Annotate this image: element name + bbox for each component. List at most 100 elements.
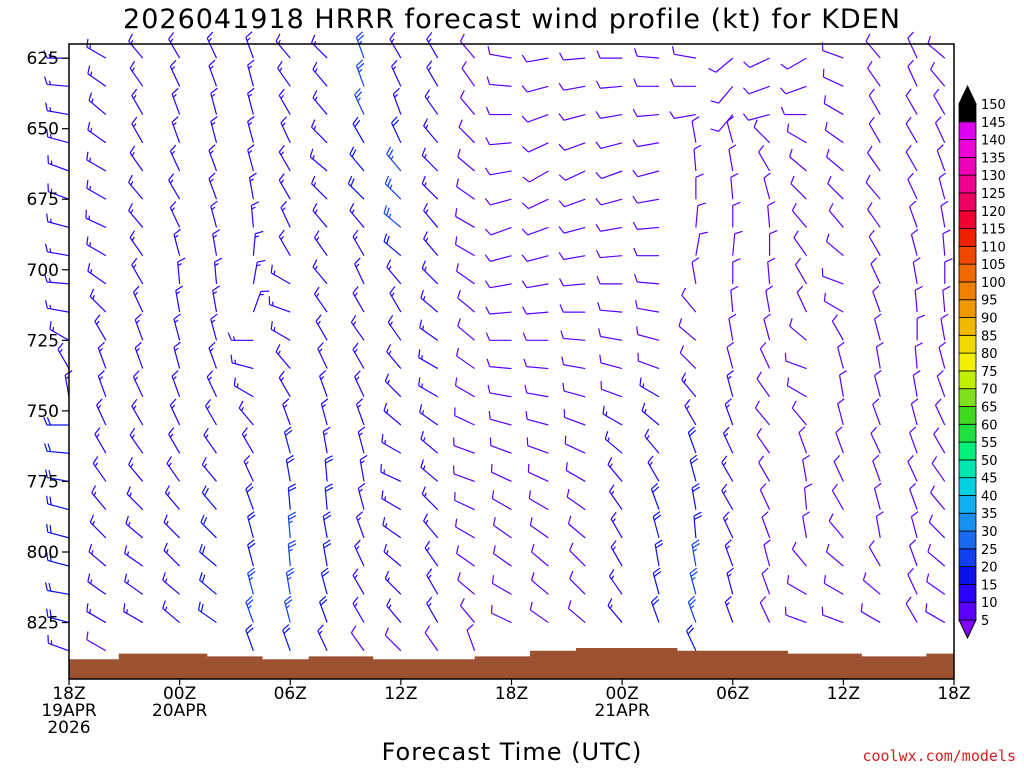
wind-barb [322, 539, 332, 567]
wind-barb-feather [710, 100, 719, 104]
wind-barb [632, 139, 660, 148]
wind-barb-feather [876, 511, 884, 517]
wind-barb-feather [320, 376, 325, 380]
wind-barb-shaft [391, 122, 402, 144]
wind-barb [458, 119, 476, 144]
wind-barb-feather [727, 375, 732, 380]
wind-barb-shaft [319, 601, 328, 623]
wind-barb [558, 252, 586, 261]
colorbar-label: 25 [981, 543, 998, 558]
wind-barb-shaft [748, 113, 770, 121]
wind-barb-shaft [761, 517, 771, 539]
wind-barb-feather [687, 627, 695, 635]
wind-barb-feather [234, 359, 237, 364]
colorbar-cell [958, 423, 977, 443]
wind-barb [387, 315, 402, 341]
wind-barb-shaft [684, 405, 697, 426]
wind-barb-shaft [652, 516, 660, 539]
wind-barb-shaft [389, 38, 402, 59]
wind-barb-feather [786, 123, 790, 132]
wind-barb [872, 398, 881, 426]
wind-barb [357, 482, 366, 510]
colorbar-label: 125 [981, 187, 1006, 202]
wind-barb-feather [134, 313, 142, 321]
wind-barb-shaft [461, 67, 476, 87]
wind-barb-shaft [787, 131, 807, 144]
wind-barb [610, 511, 623, 539]
wind-barb [909, 426, 918, 454]
wind-barb-feather [89, 242, 91, 247]
wind-barb-shaft [726, 572, 734, 595]
wind-barb [938, 341, 947, 369]
wind-barb-shaft [872, 404, 881, 426]
wind-barb [47, 183, 70, 200]
wind-barb [595, 141, 623, 150]
wind-barb-feather [936, 144, 944, 151]
wind-barb-feather [384, 627, 390, 636]
wind-barb [171, 370, 181, 397]
wind-barb [349, 202, 365, 228]
wind-barb-shaft [350, 632, 365, 652]
wind-barb-feather [485, 137, 491, 145]
wind-barb-feather [595, 172, 602, 179]
wind-barb [132, 370, 144, 398]
wind-barb [424, 89, 439, 115]
wind-barb-feather [209, 178, 214, 183]
wind-barb [828, 513, 844, 539]
wind-barb [324, 483, 334, 510]
wind-barb [201, 456, 217, 482]
wind-barb-feather [419, 319, 423, 328]
wind-barb-shaft [931, 463, 946, 482]
wind-barb [767, 201, 776, 228]
wind-barb-feather [486, 76, 491, 85]
wind-barb [559, 304, 586, 313]
wind-barb [384, 373, 402, 398]
wind-barb [419, 319, 439, 341]
wind-barb [46, 608, 70, 624]
wind-barb-feather [724, 539, 732, 546]
wind-barb [125, 515, 144, 539]
wind-barb-shaft [907, 461, 918, 482]
x-tick-label: 00Z [163, 684, 196, 704]
wind-barb-shaft [457, 579, 476, 595]
wind-barb [595, 249, 623, 259]
wind-barb [85, 209, 107, 228]
wind-barb-feather [669, 111, 675, 119]
wind-barb [930, 61, 946, 87]
wind-barb-feather [558, 278, 564, 287]
wind-barb-feather [48, 278, 52, 283]
wind-barb-feather [96, 398, 103, 406]
wind-barb [389, 286, 402, 313]
wind-barb-feather [388, 350, 392, 355]
wind-barb [238, 400, 254, 426]
wind-barb [199, 572, 217, 595]
wind-barb-feather [732, 258, 741, 263]
colorbar-label: 110 [981, 240, 1006, 255]
wind-barb [201, 485, 217, 511]
wind-barb [633, 78, 659, 87]
wind-barb [763, 172, 771, 200]
wind-barb [134, 313, 144, 341]
wind-barb-shaft [386, 605, 402, 623]
wind-barb [691, 483, 700, 510]
wind-barb [916, 314, 926, 341]
wind-barb-feather [796, 285, 804, 293]
wind-barb [44, 273, 70, 285]
wind-barb-feather [212, 234, 218, 238]
wind-barb-feather [726, 116, 734, 123]
wind-barb-feather [426, 596, 433, 604]
wind-barb [794, 257, 808, 285]
wind-barb-shaft [872, 291, 881, 313]
wind-barb [87, 121, 107, 144]
wind-barb-shaft [311, 126, 328, 144]
x-tick-label: 18Z [52, 684, 85, 704]
wind-barb-shaft [418, 357, 439, 370]
wind-barb [354, 370, 365, 398]
wind-barb-shaft [526, 85, 549, 93]
wind-barb [227, 332, 254, 341]
wind-barb-shaft [278, 236, 291, 256]
wind-barb [525, 411, 549, 426]
wind-barb [870, 257, 881, 285]
x-tick-label: 18Z [495, 684, 528, 704]
wind-barb-shaft [455, 215, 475, 228]
